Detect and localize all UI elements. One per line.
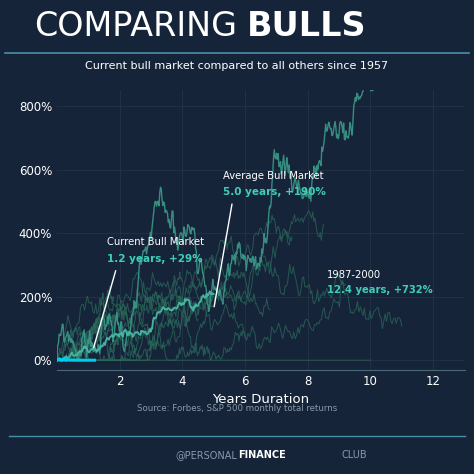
Text: 1.2 years, +29%: 1.2 years, +29% [107, 254, 203, 264]
Text: CLUB: CLUB [341, 450, 367, 460]
Text: Average Bull Market: Average Bull Market [223, 171, 324, 181]
Text: Source: Forbes, S&P 500 monthly total returns: Source: Forbes, S&P 500 monthly total re… [137, 404, 337, 413]
Text: @PERSONAL: @PERSONAL [175, 450, 237, 460]
Text: 1987-2000: 1987-2000 [327, 270, 381, 280]
Text: BULLS: BULLS [246, 10, 366, 43]
Text: COMPARING: COMPARING [34, 10, 237, 43]
Text: 12.4 years, +732%: 12.4 years, +732% [327, 285, 432, 295]
Text: Current Bull Market: Current Bull Market [107, 237, 204, 247]
Text: Current bull market compared to all others since 1957: Current bull market compared to all othe… [85, 62, 389, 72]
X-axis label: Years Duration: Years Duration [212, 393, 309, 406]
Text: FINANCE: FINANCE [238, 450, 286, 460]
Text: 5.0 years, +190%: 5.0 years, +190% [223, 187, 326, 197]
